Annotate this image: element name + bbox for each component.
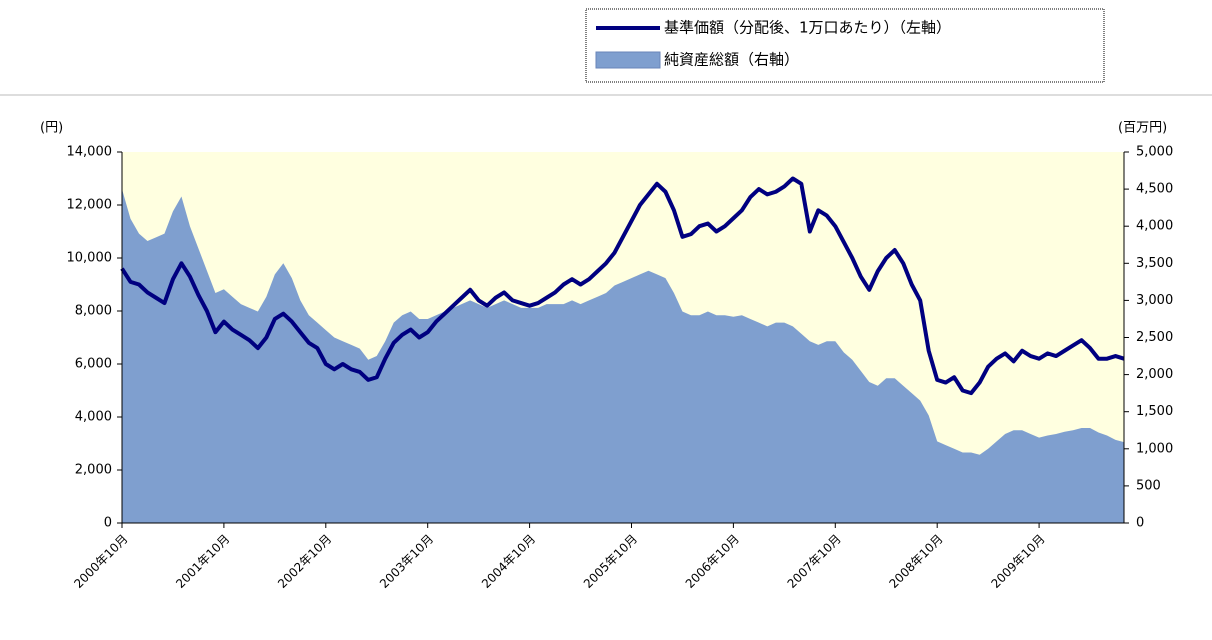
y-tick-label: 0 xyxy=(104,516,112,531)
x-tick-label: 2007年10月 xyxy=(785,532,844,591)
y-tick-label: 6,000 xyxy=(75,357,112,372)
x-tick-label: 2001年10月 xyxy=(173,532,232,591)
y-tick-label: 8,000 xyxy=(75,304,112,319)
y-tick-label: 14,000 xyxy=(67,145,113,160)
y-tick-label: 10,000 xyxy=(67,251,113,266)
x-tick-label: 2006年10月 xyxy=(683,532,742,591)
y2-tick-label: 1,000 xyxy=(1136,441,1173,456)
x-tick-label: 2005年10月 xyxy=(581,532,640,591)
y2-tick-label: 4,000 xyxy=(1136,219,1173,234)
y2-axis-unit: (百万円) xyxy=(1118,121,1167,136)
legend-label: 純資産総額（右軸） xyxy=(664,51,799,69)
x-tick-label: 2002年10月 xyxy=(275,532,334,591)
y2-tick-label: 1,500 xyxy=(1136,404,1173,419)
x-tick-label: 2000年10月 xyxy=(71,532,130,591)
x-tick-label: 2009年10月 xyxy=(988,532,1047,591)
y2-tick-label: 0 xyxy=(1136,516,1144,531)
legend-swatch xyxy=(595,51,661,69)
x-tick-label: 2003年10月 xyxy=(377,532,436,591)
y-tick-label: 12,000 xyxy=(67,198,113,213)
y-tick-label: 2,000 xyxy=(75,463,112,478)
y2-tick-label: 2,500 xyxy=(1136,330,1173,345)
x-tick-label: 2004年10月 xyxy=(479,532,538,591)
y2-tick-label: 3,000 xyxy=(1136,293,1173,308)
legend-box xyxy=(585,8,1105,83)
area xyxy=(122,189,1124,523)
y2-tick-label: 500 xyxy=(1136,478,1161,493)
y-axis-unit: (円) xyxy=(40,121,63,136)
legend-label: 基準価額（分配後、1万口あたり）（左軸） xyxy=(664,19,951,37)
y2-tick-label: 3,500 xyxy=(1136,256,1173,271)
y2-tick-label: 2,000 xyxy=(1136,367,1173,382)
y-tick-label: 4,000 xyxy=(75,410,112,425)
x-tick-label: 2008年10月 xyxy=(887,532,946,591)
y2-tick-label: 5,000 xyxy=(1136,145,1173,160)
y2-tick-label: 4,500 xyxy=(1136,182,1173,197)
line xyxy=(120,176,1125,396)
